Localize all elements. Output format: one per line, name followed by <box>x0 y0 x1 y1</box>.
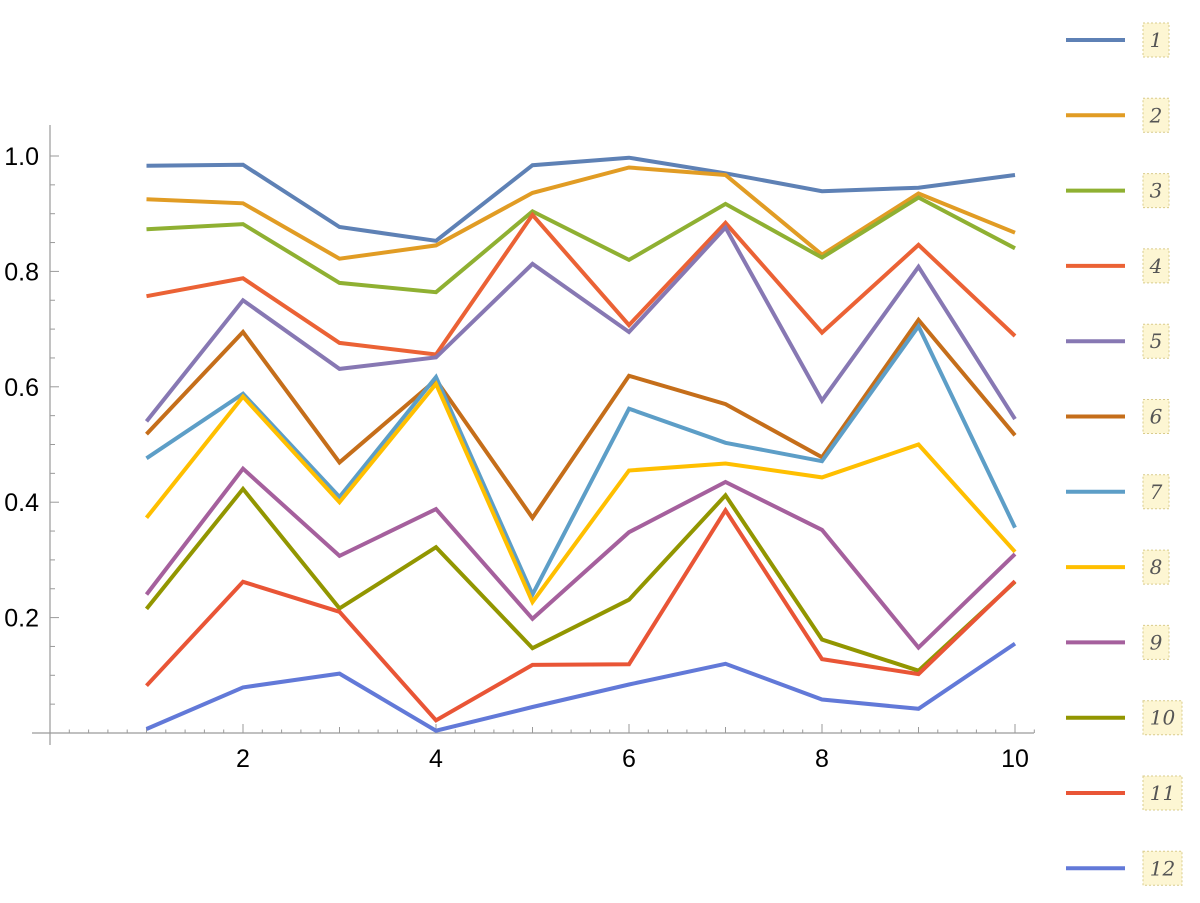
legend-label: 7 <box>1150 480 1163 504</box>
series-line-8 <box>144 380 1017 606</box>
legend-label: 8 <box>1150 555 1163 579</box>
legend-item-6: 6 <box>1066 399 1170 434</box>
series-line-7 <box>145 322 1017 600</box>
legend-label-box <box>1142 775 1183 811</box>
legend-item-5: 5 <box>1066 323 1170 359</box>
plot-area <box>144 155 1017 733</box>
series-line-4 <box>146 211 1017 357</box>
legend-label: 9 <box>1150 630 1163 654</box>
legend-label-box <box>1142 248 1170 284</box>
legend-label: 3 <box>1150 179 1163 203</box>
legend-item-3: 3 <box>1066 173 1170 209</box>
legend-item-1: 1 <box>1066 22 1170 58</box>
legend-item-4: 4 <box>1066 248 1170 284</box>
legend-label-box <box>1142 97 1170 133</box>
legend-item-7: 7 <box>1066 474 1170 510</box>
y-tick-label: 0.4 <box>4 489 39 517</box>
legend-item-12: 12 <box>1066 850 1183 886</box>
legend-label-box <box>1142 173 1170 209</box>
legend-label-box <box>1142 399 1170 434</box>
legend-item-9: 9 <box>1066 624 1170 660</box>
y-tick-label: 0.6 <box>4 374 39 402</box>
x-tick-label: 4 <box>429 745 443 773</box>
legend-label: 4 <box>1149 254 1163 278</box>
axes: 2 4 6 8 10 0.2 0.4 0.6 0.8 1.0 <box>4 125 1035 773</box>
legend-label-box <box>1142 474 1170 510</box>
y-tick-label: 0.8 <box>4 258 39 286</box>
legend-label: 11 <box>1150 781 1175 805</box>
series-line-2 <box>146 165 1016 261</box>
legend-label-box <box>1142 22 1170 58</box>
series-line-10 <box>144 485 1017 673</box>
legend-label: 2 <box>1149 103 1163 127</box>
legend-item-10: 10 <box>1066 700 1183 736</box>
legend-label-box <box>1142 700 1183 736</box>
legend-label-box <box>1142 850 1183 886</box>
x-tick-label: 8 <box>815 745 829 773</box>
series-line-6 <box>145 316 1017 522</box>
legend-label: 5 <box>1150 329 1163 353</box>
series-line-9 <box>144 465 1017 651</box>
legend-item-8: 8 <box>1066 549 1170 585</box>
legend-label: 1 <box>1150 28 1163 52</box>
series-line-3 <box>146 195 1016 295</box>
legend-label: 12 <box>1150 856 1175 880</box>
legend-label: 6 <box>1150 405 1163 429</box>
x-tick-label: 2 <box>236 745 250 773</box>
series-line-11 <box>145 506 1017 723</box>
series-line-12 <box>145 641 1017 733</box>
x-tick-label: 6 <box>622 745 636 773</box>
legend-label: 10 <box>1150 706 1176 730</box>
x-tick-label: 10 <box>1001 745 1029 773</box>
y-tick-label: 0.2 <box>4 605 39 633</box>
series-line-1 <box>146 155 1016 243</box>
series-line-5 <box>144 224 1017 423</box>
legend-label-box <box>1142 549 1170 585</box>
legend-item-2: 2 <box>1066 97 1170 133</box>
y-tick-label: 1.0 <box>4 143 39 171</box>
legend-label-box <box>1142 323 1170 359</box>
legend-item-11: 11 <box>1066 775 1183 811</box>
legend-label-box <box>1142 624 1170 660</box>
